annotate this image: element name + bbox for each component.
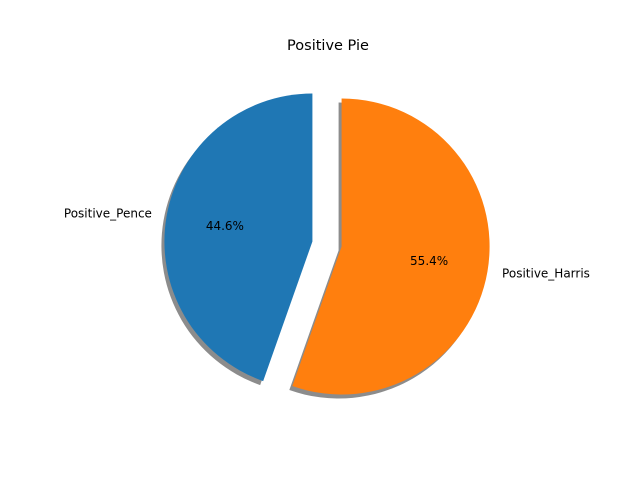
category-label-positive-pence: Positive_Pence [64, 207, 152, 221]
percent-label-positive-harris: 55.4% [410, 254, 448, 268]
slices [164, 93, 490, 395]
category-label-positive-harris: Positive_Harris [502, 266, 590, 280]
percent-label-positive-pence: 44.6% [206, 219, 244, 233]
chart-title: Positive Pie [287, 38, 369, 54]
slice-labels: Positive_Pence 44.6% Positive_Harris 55.4% [64, 207, 590, 281]
pie-slice-positive-pence [164, 93, 313, 382]
pie-slice-positive-harris [292, 98, 490, 395]
